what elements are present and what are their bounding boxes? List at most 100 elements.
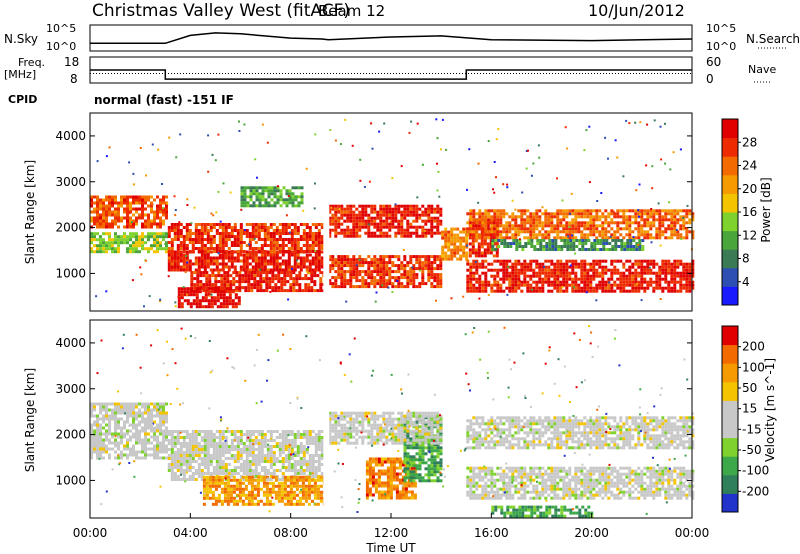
- power-cell: [394, 255, 398, 259]
- power-cell: [601, 236, 605, 240]
- velocity-cell: [248, 433, 252, 436]
- power-cell: [299, 238, 303, 241]
- power-cell: [523, 262, 527, 266]
- power-cell: [185, 256, 189, 260]
- velocity-cell: [126, 411, 129, 415]
- velocity-cell: [111, 417, 114, 421]
- power-cell: [260, 223, 264, 226]
- power-cell: [409, 255, 413, 259]
- power-cell: [409, 234, 413, 238]
- velocity-cell: [173, 475, 177, 478]
- power-cell: [511, 262, 515, 266]
- power-cell: [673, 221, 677, 225]
- power-cell: [409, 213, 413, 217]
- power-cell: [159, 198, 162, 202]
- power-cell: [247, 286, 251, 290]
- power-cell: [637, 224, 641, 228]
- power-cell: [278, 247, 282, 250]
- power-speck: [402, 248, 405, 251]
- power-cell: [217, 271, 221, 275]
- power-cell: [661, 262, 665, 266]
- power-cell: [658, 221, 662, 225]
- power-cell: [565, 215, 569, 219]
- power-cell: [547, 212, 551, 216]
- power-cell: [673, 209, 677, 213]
- power-cell: [424, 234, 428, 238]
- velocity-cell: [170, 457, 174, 460]
- power-cell: [468, 248, 472, 252]
- power-cell: [337, 231, 341, 235]
- power-cell: [105, 207, 108, 211]
- power-cell: [478, 233, 482, 237]
- power-cell: [281, 247, 285, 250]
- velocity-cell: [99, 441, 102, 445]
- power-cell: [676, 212, 680, 216]
- power-cell: [289, 283, 293, 287]
- power-speck: [493, 161, 496, 163]
- power-cell: [450, 236, 454, 240]
- power-speck: [536, 265, 539, 267]
- power-cell: [601, 221, 605, 225]
- power-cell: [484, 271, 488, 275]
- velocity-cell: [182, 460, 186, 463]
- nsky-label: N.Sky: [4, 32, 38, 46]
- power-cell: [331, 267, 335, 271]
- power-cell: [224, 235, 228, 238]
- velocity-cell: [212, 457, 216, 460]
- power-cell: [481, 265, 485, 269]
- power-speck: [105, 155, 108, 158]
- power-cell: [264, 189, 268, 193]
- power-cell: [229, 280, 233, 284]
- velocity-cell: [182, 439, 186, 442]
- power-cell: [502, 230, 506, 234]
- power-cell: [619, 277, 623, 281]
- power-cell: [643, 280, 647, 284]
- power-cell: [221, 262, 225, 266]
- velocity-cell: [200, 457, 204, 460]
- power-cell: [568, 230, 572, 234]
- power-cell: [153, 198, 156, 202]
- velocity-cell: [129, 402, 132, 406]
- power-cell: [255, 198, 259, 202]
- power-cell: [634, 218, 638, 222]
- power-cell: [170, 253, 174, 257]
- power-cell: [574, 215, 578, 219]
- power-cell: [643, 221, 647, 225]
- power-cell: [215, 250, 219, 253]
- power-cell: [523, 274, 527, 278]
- power-cell: [170, 250, 174, 253]
- velocity-cell: [206, 466, 210, 469]
- power-cell: [673, 277, 677, 281]
- power-cell: [649, 259, 653, 263]
- power-cell: [370, 279, 374, 283]
- power-cell: [628, 227, 632, 231]
- velocity-cell: [203, 430, 207, 433]
- velocity-cell: [182, 463, 186, 466]
- power-cell: [302, 223, 306, 226]
- power-cell: [676, 274, 680, 278]
- power-cell: [346, 231, 350, 235]
- power-cell: [117, 204, 120, 208]
- power-cell: [565, 268, 569, 272]
- power-cell: [364, 273, 368, 277]
- velocity-cell: [93, 423, 96, 427]
- power-cell: [111, 222, 114, 226]
- power-cell: [191, 241, 195, 244]
- velocity-cell: [269, 472, 273, 475]
- power-cell: [209, 268, 213, 272]
- power-cell: [215, 262, 219, 266]
- power-cell: [132, 247, 135, 251]
- power-cell: [412, 219, 416, 223]
- power-cell: [532, 227, 536, 231]
- power-cell: [566, 245, 570, 248]
- power-cell: [415, 258, 419, 262]
- power-cell: [480, 236, 484, 240]
- velocity-cell: [185, 442, 189, 445]
- velocity-cell: [257, 445, 261, 448]
- power-cell: [247, 271, 251, 275]
- velocity-cell: [132, 405, 135, 409]
- power-speck: [468, 148, 471, 151]
- power-cell: [436, 207, 440, 211]
- power-cell: [123, 232, 126, 236]
- velocity-cell: [138, 441, 141, 445]
